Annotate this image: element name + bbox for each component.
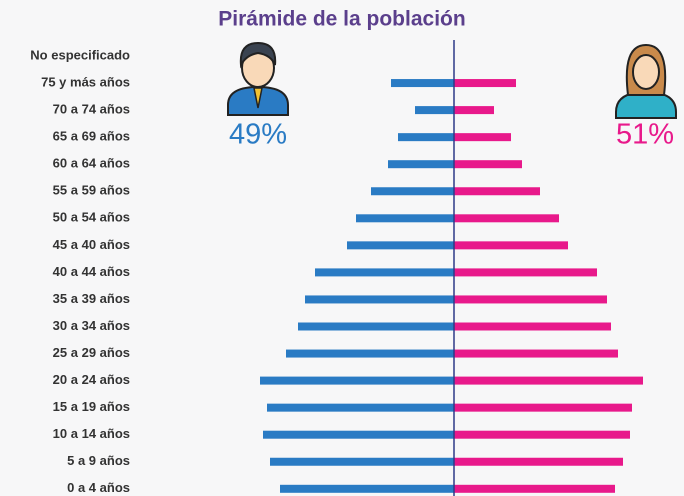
category-label: No especificado — [30, 47, 130, 62]
male-bar — [280, 485, 454, 493]
female-bar — [454, 106, 494, 114]
category-label: 45 a 40 años — [53, 237, 130, 252]
female-bar — [454, 458, 623, 466]
female-bar — [454, 295, 607, 303]
category-label: 25 a 29 años — [53, 345, 130, 360]
category-label: 10 a 14 años — [53, 426, 130, 441]
male-bar — [315, 268, 454, 276]
category-label: 40 a 44 años — [53, 264, 130, 279]
male-bar — [305, 295, 454, 303]
female-bar — [454, 187, 540, 195]
category-label: 65 a 69 años — [53, 129, 130, 144]
female-share: 51% — [616, 119, 674, 151]
chart-title: Pirámide de la población — [218, 8, 465, 31]
category-label: 0 a 4 años — [67, 480, 130, 495]
category-label: 30 a 34 años — [53, 318, 130, 333]
female-bar — [454, 79, 516, 87]
female-bar — [454, 323, 611, 331]
male-bar — [267, 404, 454, 412]
female-bar — [454, 404, 632, 412]
category-label: 50 a 54 años — [53, 210, 130, 225]
male-bar — [286, 350, 454, 358]
female-bar — [454, 214, 559, 222]
category-label: 60 a 64 años — [53, 156, 130, 171]
category-label: 20 a 24 años — [53, 372, 130, 387]
male-share: 49% — [229, 119, 287, 151]
category-label: 75 y más años — [41, 74, 130, 89]
male-bar — [263, 431, 454, 439]
female-bar — [454, 160, 522, 168]
male-bar — [391, 79, 454, 87]
page: Pirámide de la población 49% 51% No espe… — [0, 0, 684, 496]
female-bar — [454, 133, 511, 141]
female-bar — [454, 350, 618, 358]
female-bar — [454, 377, 643, 385]
category-label: 5 a 9 años — [67, 453, 130, 468]
male-bar — [398, 133, 454, 141]
male-bar — [347, 241, 454, 249]
category-label: 15 a 19 años — [53, 399, 130, 414]
male-bar — [388, 160, 454, 168]
male-bar — [415, 106, 454, 114]
category-label: 55 a 59 años — [53, 183, 130, 198]
male-bar — [371, 187, 454, 195]
female-bar — [454, 485, 615, 493]
male-bar — [298, 323, 454, 331]
female-bar — [454, 241, 568, 249]
category-label: 70 a 74 años — [53, 102, 130, 117]
category-label: 35 a 39 años — [53, 291, 130, 306]
male-bar — [270, 458, 454, 466]
female-bar — [454, 431, 630, 439]
male-bar — [356, 214, 454, 222]
chart: Pirámide de la población 49% 51% No espe… — [0, 0, 684, 496]
male-bar — [260, 377, 454, 385]
female-bar — [454, 268, 597, 276]
